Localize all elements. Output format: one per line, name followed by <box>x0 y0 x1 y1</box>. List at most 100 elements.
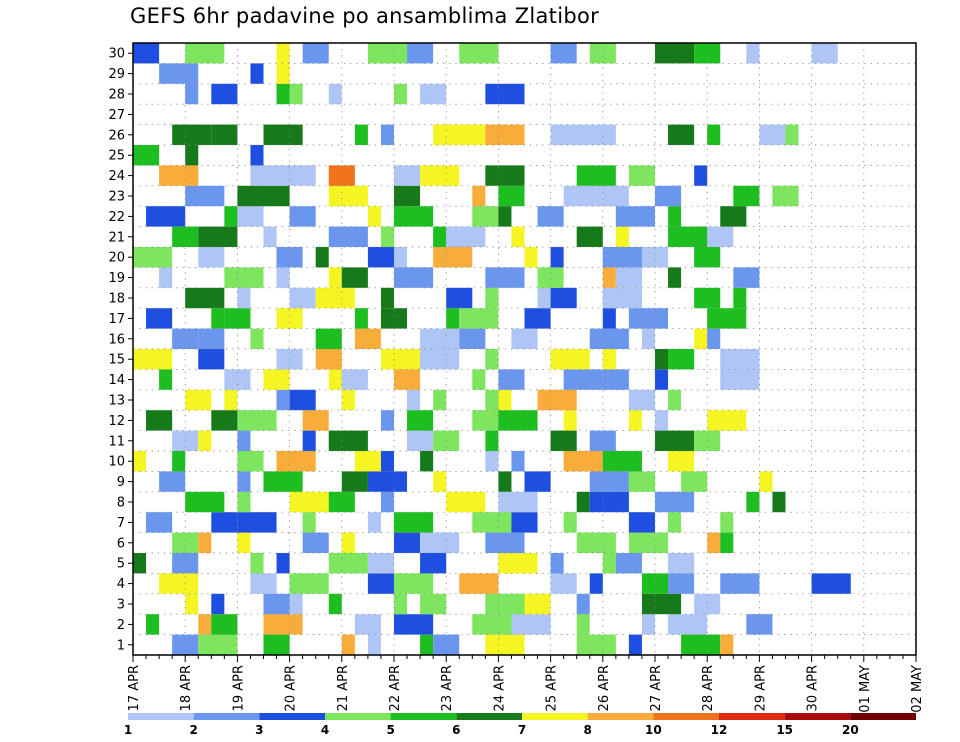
heatmap-cell <box>224 308 251 329</box>
x-tick-label: 21 APR <box>336 665 351 711</box>
heatmap-cell <box>498 185 525 207</box>
heatmap-cell <box>472 410 499 431</box>
y-tick-label: 10 <box>108 455 125 470</box>
heatmap-cell <box>472 512 512 533</box>
heatmap-cell <box>250 553 264 574</box>
heatmap-cell <box>211 308 225 329</box>
heatmap-cell <box>185 43 225 64</box>
heatmap-cell <box>328 185 342 207</box>
heatmap-cell <box>720 206 747 227</box>
x-tick-label: 28 APR <box>701 665 716 711</box>
heatmap-cell <box>550 124 616 145</box>
y-tick-label: 30 <box>108 47 125 62</box>
heatmap-cell <box>759 124 786 145</box>
heatmap-cell <box>589 43 616 64</box>
heatmap-cell <box>172 124 212 145</box>
heatmap-cell <box>276 389 290 411</box>
colorbar-swatch <box>653 713 719 720</box>
heatmap-cell <box>315 349 342 370</box>
heatmap-cell <box>694 43 721 64</box>
heatmap-cell <box>485 267 525 288</box>
heatmap-cell <box>367 43 408 64</box>
heatmap-cell <box>407 410 434 431</box>
heatmap-cell <box>354 328 381 349</box>
heatmap-cell <box>237 430 251 451</box>
colorbar-label: 10 <box>645 723 662 737</box>
heatmap-cell <box>159 267 173 288</box>
heatmap-cell <box>576 532 616 553</box>
y-tick-label: 5 <box>117 557 125 572</box>
y-tick-label: 3 <box>117 598 125 613</box>
heatmap-cell <box>315 287 355 309</box>
heatmap-cell <box>328 226 368 247</box>
y-tick-label: 19 <box>108 271 125 286</box>
heatmap-cell <box>641 614 655 635</box>
heatmap-cell <box>641 593 682 615</box>
heatmap-cell <box>237 206 264 227</box>
heatmap-cell <box>394 165 421 186</box>
y-tick-label: 11 <box>108 434 125 449</box>
heatmap-cell <box>550 573 577 594</box>
heatmap-cell <box>498 410 538 431</box>
heatmap-cell <box>420 593 447 615</box>
heatmap-cell <box>602 553 616 574</box>
heatmap-cell <box>576 593 590 615</box>
heatmap-cell <box>668 349 695 370</box>
heatmap-cell <box>694 328 708 349</box>
heatmap-cell <box>550 553 564 574</box>
heatmap-cell <box>563 512 577 533</box>
heatmap-cell <box>185 389 212 411</box>
heatmap-cell <box>328 267 342 288</box>
heatmap-cell <box>185 287 225 309</box>
heatmap-cell <box>537 389 577 411</box>
heatmap-cell <box>472 185 486 207</box>
heatmap-cell <box>589 328 629 349</box>
heatmap-cell <box>354 124 368 145</box>
heatmap-cell <box>302 43 329 64</box>
colorbar-swatch <box>522 713 588 720</box>
heatmap-cell <box>602 349 616 370</box>
heatmap-cell <box>655 185 682 207</box>
heatmap-cell <box>172 553 199 574</box>
heatmap-cell <box>681 471 708 492</box>
heatmap-cell <box>394 573 434 594</box>
heatmap-cell <box>341 185 368 207</box>
heatmap-cell <box>602 267 616 288</box>
heatmap-cell <box>668 389 682 411</box>
heatmap-cell <box>237 532 251 553</box>
colorbar-swatch <box>128 713 194 720</box>
heatmap-cell <box>668 512 682 533</box>
heatmap-cell <box>524 308 551 329</box>
heatmap-cell <box>276 267 290 288</box>
y-tick-label: 24 <box>108 169 125 184</box>
heatmap-cell <box>602 185 629 207</box>
heatmap-cell <box>655 430 695 451</box>
heatmap-cell <box>433 471 447 492</box>
heatmap-cell <box>133 145 160 166</box>
y-tick-label: 2 <box>117 618 125 633</box>
y-tick-label: 1 <box>117 638 125 653</box>
heatmap-cell <box>354 614 381 635</box>
colorbar-label: 20 <box>842 723 859 737</box>
heatmap-cell <box>211 410 238 431</box>
heatmap-cell <box>733 185 760 207</box>
heatmap-cell <box>146 206 186 227</box>
heatmap-cell <box>472 614 512 635</box>
heatmap-cell <box>224 267 264 288</box>
heatmap-cell <box>628 389 655 411</box>
heatmap-cell <box>420 83 447 105</box>
heatmap-cell <box>263 471 303 492</box>
heatmap-cell <box>420 165 460 186</box>
x-tick-label: 19 APR <box>231 665 246 711</box>
heatmap-cell <box>576 226 603 247</box>
heatmap-cell <box>720 532 734 553</box>
heatmap-cell <box>133 349 173 370</box>
x-tick-label: 25 APR <box>545 665 560 711</box>
heatmap-cell <box>628 471 655 492</box>
y-tick-label: 17 <box>108 312 125 327</box>
heatmap-cell <box>655 491 695 513</box>
heatmap-cell <box>302 430 316 451</box>
heatmap-cell <box>641 573 669 594</box>
y-tick-label: 15 <box>108 353 125 368</box>
heatmap-cell <box>615 267 642 288</box>
